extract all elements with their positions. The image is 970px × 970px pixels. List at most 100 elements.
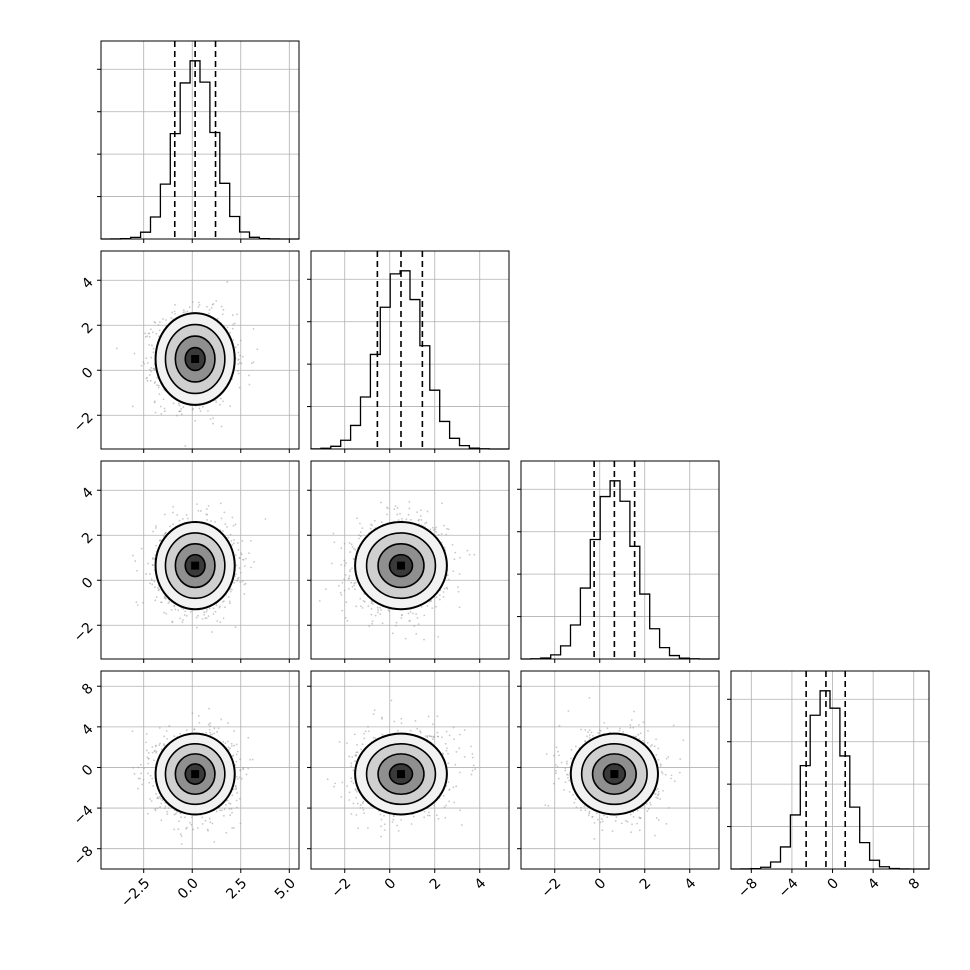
scatter-point (142, 601, 144, 604)
scatter-point (157, 589, 160, 592)
ytick-label: −2 (71, 620, 97, 646)
scatter-point (442, 591, 445, 593)
scatter-point (167, 807, 170, 810)
scatter-point (408, 500, 411, 503)
scatter-point (206, 608, 209, 611)
scatter-point (204, 617, 207, 620)
scatter-point (172, 523, 174, 526)
ytick-label: 0 (79, 575, 97, 593)
scatter-point (241, 580, 244, 583)
marginal-panel-0 (97, 40, 300, 243)
scatter-point (386, 513, 388, 516)
scatter-point (227, 746, 230, 749)
scatter-point (432, 529, 435, 531)
scatter-point (136, 569, 138, 572)
scatter-point (438, 594, 441, 597)
scatter-point (348, 575, 351, 577)
scatter-point (227, 596, 230, 598)
scatter-point (236, 542, 239, 544)
scatter-point (229, 602, 231, 605)
scatter-point (210, 306, 213, 309)
scatter-point (165, 319, 167, 321)
scatter-point (164, 532, 167, 535)
scatter-point (201, 822, 204, 825)
scatter-point (239, 354, 241, 357)
scatter-point (146, 379, 149, 382)
scatter-point (222, 530, 224, 532)
scatter-point (237, 576, 240, 579)
scatter-point (426, 510, 429, 513)
scatter-point (377, 609, 379, 612)
scatter-point (192, 828, 195, 831)
scatter-point (356, 517, 358, 520)
scatter-point (170, 608, 173, 611)
scatter-point (235, 564, 238, 567)
scatter-point (230, 808, 233, 810)
scatter-point (227, 536, 230, 539)
scatter-point (239, 571, 242, 574)
scatter-point (348, 577, 350, 580)
scatter-point (177, 820, 180, 823)
scatter-point (371, 620, 374, 623)
scatter-point (220, 517, 223, 520)
scatter-point (207, 410, 209, 412)
pair-panel-3-0 (97, 670, 300, 873)
scatter-point (192, 407, 194, 410)
scatter-point (144, 335, 147, 338)
scatter-point (143, 362, 145, 365)
scatter-point (162, 398, 165, 401)
scatter-point (435, 531, 437, 533)
scatter-point (376, 611, 379, 614)
scatter-point (198, 301, 200, 304)
scatter-point (177, 828, 180, 831)
scatter-point (155, 525, 157, 527)
scatter-point (232, 524, 235, 527)
scatter-point (437, 635, 440, 638)
scatter-point (445, 586, 448, 589)
scatter-point (415, 613, 418, 616)
scatter-point (158, 727, 161, 729)
scatter-point (226, 326, 229, 329)
scatter-point (231, 794, 234, 797)
scatter-point (153, 586, 156, 589)
scatter-point (353, 584, 356, 587)
scatter-point (157, 384, 160, 387)
scatter-point (144, 332, 147, 335)
scatter-point (349, 568, 352, 571)
scatter-point (420, 519, 423, 521)
histogram-2 (520, 480, 720, 660)
scatter-point (178, 519, 181, 522)
scatter-point (212, 422, 214, 425)
scatter-point (458, 573, 461, 575)
scatter-point (362, 599, 365, 602)
scatter-point (154, 808, 157, 810)
scatter-point (232, 542, 235, 545)
scatter-point (209, 418, 212, 420)
scatter-point (207, 505, 210, 507)
scatter-point (211, 631, 214, 633)
scatter-point (419, 515, 422, 517)
scatter-point (410, 518, 412, 521)
scatter-point (256, 348, 259, 351)
scatter-point (431, 607, 434, 610)
histogram-0 (100, 60, 299, 240)
scatter-point (207, 615, 210, 618)
scatter-point (370, 607, 373, 610)
scatter-point (237, 343, 239, 346)
scatter-point (145, 741, 147, 744)
scatter-point (221, 313, 224, 316)
scatter-point (355, 605, 358, 608)
scatter-point (214, 610, 217, 613)
scatter-point (407, 612, 410, 615)
scatter-point (165, 612, 168, 615)
scatter-point (447, 528, 450, 531)
scatter-point (202, 405, 204, 408)
scatter-point (234, 523, 237, 526)
scatter-point (195, 503, 198, 506)
scatter-point (173, 310, 176, 313)
scatter-point (343, 542, 346, 545)
scatter-point (348, 542, 351, 544)
scatter-point (401, 517, 403, 520)
scatter-point (149, 798, 151, 800)
